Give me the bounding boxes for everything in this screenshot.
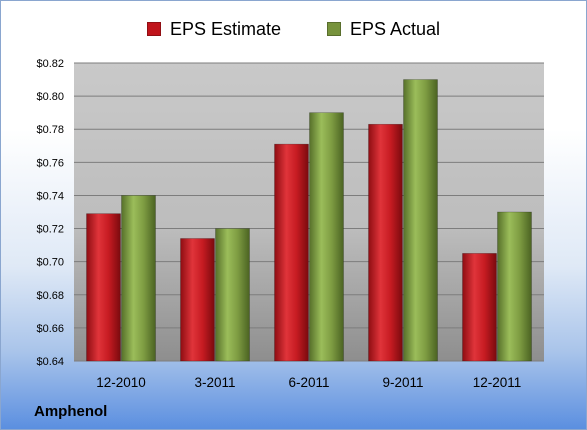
chart-legend: EPS Estimate EPS Actual: [1, 15, 586, 43]
x-tick-label: 12-2011: [473, 375, 522, 390]
y-tick-label: $0.76: [36, 157, 64, 169]
y-tick-label: $0.78: [36, 124, 64, 136]
y-tick-label: $0.72: [36, 224, 64, 236]
legend-swatch-estimate: [146, 22, 161, 36]
bar-eps-actual: [497, 211, 532, 362]
bar-eps-actual: [403, 79, 438, 362]
y-tick-label: $0.80: [36, 91, 64, 103]
bar-eps-estimate: [368, 123, 403, 362]
x-tick-label: 3-2011: [194, 375, 235, 390]
bar-eps-estimate: [462, 253, 497, 362]
bar-eps-actual: [121, 195, 156, 362]
x-tick-label: 12-2010: [96, 375, 146, 390]
bar-eps-estimate: [274, 143, 309, 362]
x-tick-label: 9-2011: [382, 375, 423, 390]
y-tick-label: $0.74: [36, 190, 64, 202]
y-tick-label: $0.68: [36, 290, 64, 302]
bar-eps-estimate: [180, 238, 215, 362]
y-tick-label: $0.82: [36, 58, 64, 70]
legend-item-actual: EPS Actual: [326, 18, 441, 40]
y-tick-label: $0.66: [36, 323, 64, 335]
legend-label-estimate: EPS Estimate: [169, 18, 281, 39]
y-tick-label: $0.70: [36, 257, 64, 269]
legend-item-estimate: EPS Estimate: [146, 18, 281, 40]
legend-label-actual: EPS Actual: [349, 18, 441, 39]
bar-eps-actual: [309, 112, 344, 362]
y-tick-label: $0.64: [36, 356, 64, 368]
x-tick-label: 6-2011: [288, 375, 329, 390]
company-name: Amphenol: [34, 403, 108, 420]
legend-swatch-actual: [326, 22, 341, 36]
bar-eps-actual: [215, 228, 250, 362]
bar-eps-estimate: [86, 213, 121, 362]
